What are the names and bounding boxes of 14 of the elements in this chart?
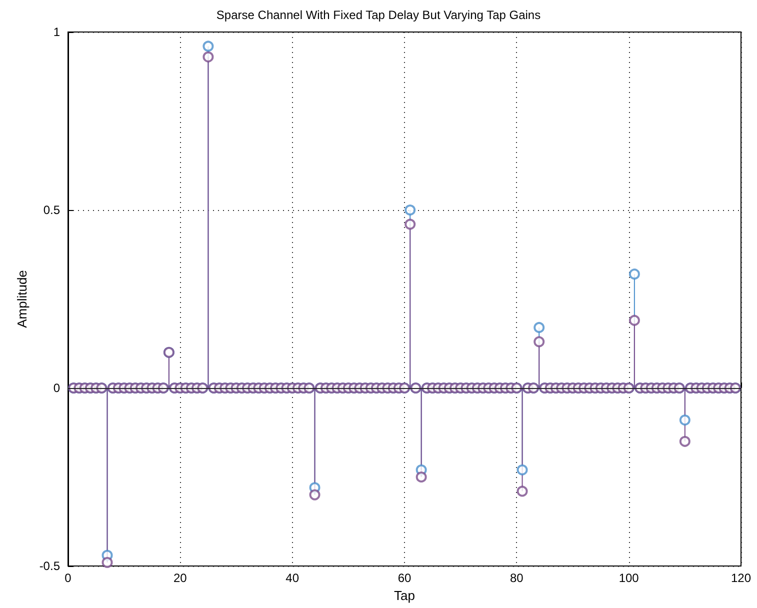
x-tick-label: 20 [173,571,188,585]
x-tick-label: 100 [618,571,640,585]
y-tick-label: 0 [53,381,60,395]
x-axis-title: Tap [394,588,415,603]
x-tick-label: 40 [286,571,300,585]
x-tick-label: 0 [64,571,72,585]
x-tick-label: 80 [510,571,524,585]
y-axis-title: Amplitude [14,270,30,328]
y-tick-label: 1 [53,25,60,39]
x-tick-label: 120 [730,571,752,585]
x-tick-label: 60 [398,571,412,585]
y-tick-label: 0.5 [43,203,60,217]
chart-title: Sparse Channel With Fixed Tap Delay But Varying Tap Gains [216,8,541,22]
y-tick-label: -0.5 [39,559,60,573]
